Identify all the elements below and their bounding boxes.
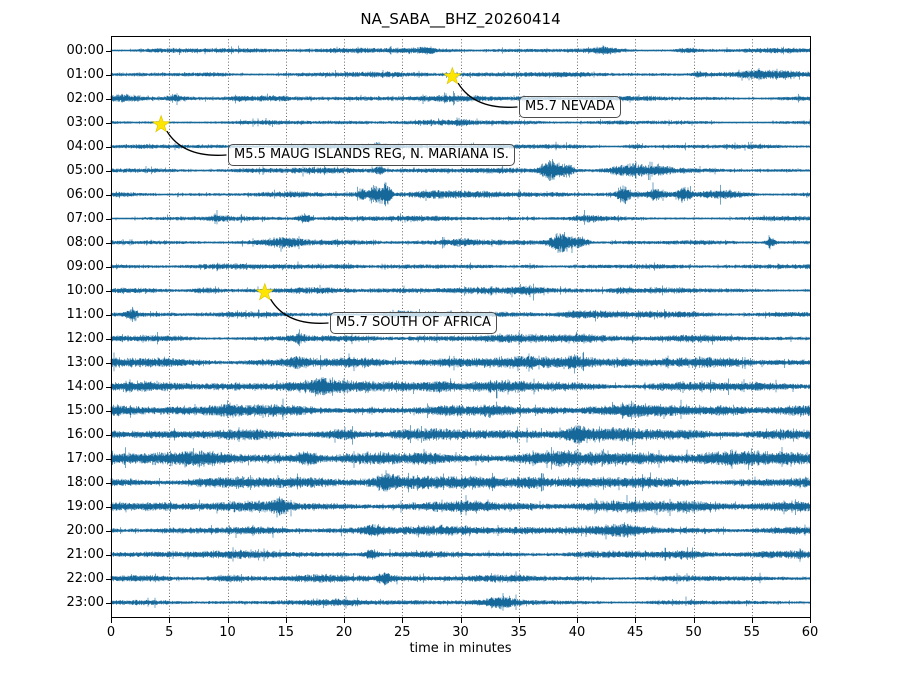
x-tick-label: 60	[801, 625, 819, 640]
x-tick-label: 35	[510, 625, 528, 640]
y-tick-label: 02:00	[66, 90, 104, 106]
x-tick-label: 25	[393, 625, 411, 640]
y-tick-label: 11:00	[66, 306, 104, 322]
y-tick-label: 01:00	[66, 66, 104, 82]
x-tick-label: 10	[219, 625, 236, 640]
x-tick-label: 45	[626, 625, 644, 640]
y-tick-label: 21:00	[66, 546, 104, 562]
x-axis-title: time in minutes	[409, 641, 512, 656]
y-tick-label: 14:00	[66, 378, 104, 394]
event-label: M5.7 SOUTH OF AFRICA	[330, 312, 497, 334]
y-tick-label: 10:00	[66, 282, 104, 298]
y-tick-label: 08:00	[66, 234, 104, 250]
y-tick-label: 07:00	[66, 210, 104, 226]
y-tick-label: 04:00	[66, 138, 104, 154]
x-tick-label: 30	[452, 625, 469, 640]
event-label: M5.7 NEVADA	[519, 96, 621, 118]
x-tick-label: 55	[743, 625, 761, 640]
y-tick-label: 06:00	[66, 186, 104, 202]
x-tick-label: 20	[335, 625, 353, 640]
y-tick-label: 19:00	[66, 498, 104, 514]
y-tick-label: 20:00	[66, 522, 104, 538]
y-tick-label: 13:00	[66, 354, 104, 370]
y-tick-label: 16:00	[66, 426, 104, 442]
y-tick-label: 22:00	[66, 570, 104, 586]
x-tick-label: 5	[165, 625, 174, 640]
chart-title: NA_SABA__BHZ_20260414	[360, 10, 561, 28]
x-tick-label: 0	[106, 625, 116, 640]
y-tick-label: 00:00	[66, 42, 104, 58]
x-tick-label: 50	[685, 625, 702, 640]
y-tick-label: 03:00	[66, 114, 104, 130]
event-label: M5.5 MAUG ISLANDS REG, N. MARIANA IS.	[228, 144, 515, 166]
y-tick-label: 17:00	[66, 450, 104, 466]
y-tick-label: 23:00	[66, 594, 104, 610]
y-tick-label: 09:00	[66, 258, 104, 274]
y-tick-label: 18:00	[66, 474, 104, 490]
y-tick-label: 15:00	[66, 402, 104, 418]
y-tick-label: 05:00	[66, 162, 104, 178]
x-tick-label: 15	[277, 625, 295, 640]
x-tick-label: 40	[568, 625, 586, 640]
y-tick-label: 12:00	[66, 330, 104, 346]
